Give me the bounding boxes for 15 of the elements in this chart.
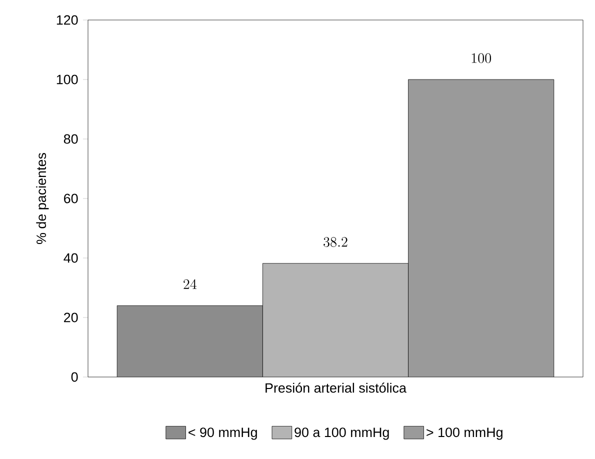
data-label: 100 bbox=[472, 53, 492, 64]
y-tick-label: 120 bbox=[56, 15, 78, 25]
y-tick-label: 80 bbox=[64, 134, 78, 144]
x-axis-title: Presión arterial sistólica bbox=[266, 382, 406, 393]
y-tick-label: 60 bbox=[64, 194, 78, 204]
y-tick-label: 20 bbox=[64, 312, 78, 322]
y-tick-label: 0 bbox=[71, 372, 78, 382]
y-tick-label: 100 bbox=[56, 74, 78, 84]
data-label: 24 bbox=[184, 279, 197, 289]
y-axis-title: % de pacientes bbox=[36, 153, 49, 244]
legend-label: 90 a 100 mmHg bbox=[294, 428, 389, 440]
y-tick-label: 40 bbox=[64, 253, 78, 263]
legend-label: > 100 mmHg bbox=[426, 428, 502, 440]
data-label: 38.2 bbox=[324, 237, 348, 247]
legend-label: < 90 mmHg bbox=[188, 428, 257, 440]
